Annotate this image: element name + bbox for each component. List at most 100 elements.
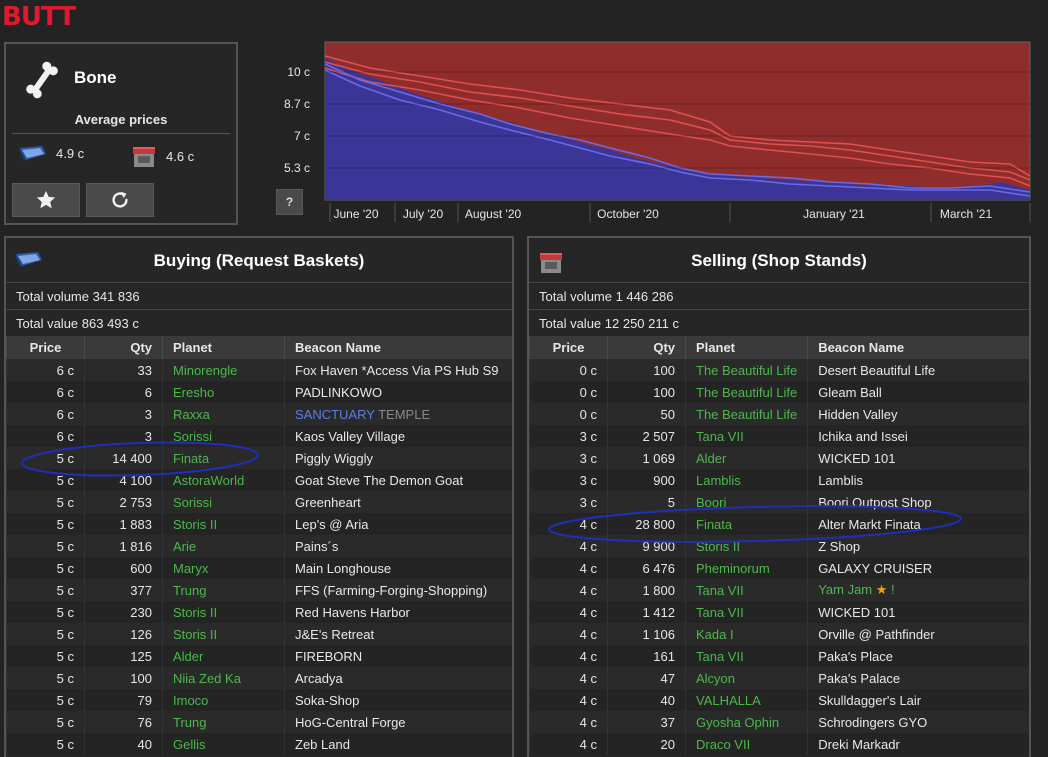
cell-planet[interactable]: Storis II (162, 513, 285, 535)
cell-beacon-name[interactable]: WICKED 101 (807, 447, 1029, 469)
cell-beacon-name[interactable]: Skulldagger's Lair (807, 689, 1029, 711)
cell-beacon-name[interactable]: Boori Outpost Shop (807, 491, 1029, 513)
cell-beacon-name[interactable]: Lamblis (807, 469, 1029, 491)
cell-beacon-name[interactable]: Arcadya (284, 667, 512, 689)
cell-planet[interactable]: Pheminorum (684, 557, 808, 579)
cell-planet[interactable]: Storis II (162, 623, 285, 645)
table-row[interactable]: 3 c 5 Boori Boori Outpost Shop (529, 491, 1029, 513)
table-row[interactable]: 6 c 33 Minorengle Fox Haven *Access Via PS … (6, 359, 512, 381)
table-row[interactable]: 5 c 14 400 Finata Piggly Wiggly (6, 447, 512, 469)
cell-beacon-name[interactable]: Dreki Markadr (807, 733, 1029, 755)
cell-beacon-name[interactable]: WICKED 101 (807, 601, 1029, 623)
table-row[interactable]: 5 c 377 Trung FFS (Farming-Forging-Shopping… (6, 579, 512, 601)
cell-beacon-name[interactable]: Yam Jam ★ ! (807, 579, 1029, 601)
table-row[interactable]: 4 c 28 800 Finata Alter Markt Finata (529, 513, 1029, 535)
table-row[interactable]: 5 c 125 Alder FIREBORN (6, 645, 512, 667)
cell-beacon-name[interactable]: PADLINKOWO (284, 381, 512, 403)
cell-planet[interactable]: Sorissi (162, 425, 285, 447)
chart-help-button[interactable]: ? (276, 189, 303, 215)
col-beacon-name[interactable]: Beacon Name (284, 336, 512, 359)
cell-beacon-name[interactable]: Soka-Shop (284, 689, 512, 711)
cell-beacon-name[interactable]: Lep's @ Aria (284, 513, 512, 535)
cell-planet[interactable]: Gellis (162, 733, 285, 755)
cell-beacon-name[interactable]: Desert Beautiful Life (807, 359, 1029, 381)
cell-planet[interactable]: Kada I (684, 623, 808, 645)
cell-planet[interactable]: Lamblis (684, 469, 808, 491)
table-row[interactable]: 5 c 79 Imoco Soka-Shop (6, 689, 512, 711)
cell-beacon-name[interactable]: Paka's Place (807, 645, 1029, 667)
cell-beacon-name[interactable]: Pains´s (284, 535, 512, 557)
cell-beacon-name[interactable]: Zeb Land (284, 733, 512, 755)
cell-planet[interactable]: The Beautiful Life (684, 359, 808, 381)
favorite-button[interactable] (12, 183, 80, 217)
refresh-button[interactable] (86, 183, 154, 217)
cell-planet[interactable]: Imoco (162, 689, 285, 711)
col-price[interactable]: Price (529, 336, 608, 359)
cell-planet[interactable]: Tana VII (684, 645, 808, 667)
col-planet[interactable]: Planet (162, 336, 285, 359)
cell-beacon-name[interactable]: FIREBORN (284, 645, 512, 667)
cell-planet[interactable]: Trung (162, 711, 285, 733)
table-row[interactable]: 0 c 100 The Beautiful Life Desert Beautiful… (529, 359, 1029, 381)
cell-beacon-name[interactable]: J&E's Retreat (284, 623, 512, 645)
cell-planet[interactable]: Draco VII (684, 733, 808, 755)
cell-beacon-name[interactable]: Gleam Ball (807, 381, 1029, 403)
cell-beacon-name[interactable]: Alter Markt Finata (807, 513, 1029, 535)
cell-planet[interactable]: Finata (684, 513, 808, 535)
cell-planet[interactable]: Alder (684, 447, 808, 469)
cell-planet[interactable]: Arie (162, 535, 285, 557)
cell-beacon-name[interactable]: Schrodingers GYO (807, 711, 1029, 733)
col-beacon-name[interactable]: Beacon Name (807, 336, 1029, 359)
cell-planet[interactable]: Tana VII (684, 601, 808, 623)
table-row[interactable]: 5 c 230 Storis II Red Havens Harbor (6, 601, 512, 623)
cell-beacon-name[interactable]: SANCTUARY TEMPLE (284, 403, 512, 425)
cell-planet[interactable]: The Beautiful Life (684, 403, 808, 425)
cell-beacon-name[interactable]: Orville @ Pathfinder (807, 623, 1029, 645)
cell-planet[interactable]: Boori (684, 491, 808, 513)
cell-planet[interactable]: Sorissi (162, 491, 285, 513)
cell-beacon-name[interactable]: Z Shop (807, 535, 1029, 557)
table-row[interactable]: 5 c 600 Maryx Main Longhouse (6, 557, 512, 579)
cell-planet[interactable]: Storis II (684, 535, 808, 557)
cell-beacon-name[interactable]: Piggly Wiggly (284, 447, 512, 469)
table-row[interactable]: 0 c 100 The Beautiful Life Gleam Ball (529, 381, 1029, 403)
cell-beacon-name[interactable]: Main Longhouse (284, 557, 512, 579)
cell-beacon-name[interactable]: Red Havens Harbor (284, 601, 512, 623)
cell-planet[interactable]: VALHALLA (684, 689, 808, 711)
cell-planet[interactable]: AstoraWorld (162, 469, 285, 491)
table-row[interactable]: 6 c 3 Raxxa SANCTUARY TEMPLE (6, 403, 512, 425)
cell-beacon-name[interactable]: Paka's Palace (807, 667, 1029, 689)
cell-planet[interactable]: Raxxa (162, 403, 285, 425)
cell-beacon-name[interactable]: Ichika and Issei (807, 425, 1029, 447)
col-qty[interactable]: Qty (607, 336, 686, 359)
table-row[interactable]: 5 c 76 Trung HoG-Central Forge (6, 711, 512, 733)
cell-planet[interactable]: Minorengle (162, 359, 285, 381)
cell-planet[interactable]: Alcyon (684, 667, 808, 689)
col-planet[interactable]: Planet (684, 336, 808, 359)
cell-beacon-name[interactable]: FFS (Farming-Forging-Shopping) (284, 579, 512, 601)
table-row[interactable]: 5 c 100 Niia Zed Ka Arcadya (6, 667, 512, 689)
cell-beacon-name[interactable]: Goat Steve The Demon Goat (284, 469, 512, 491)
cell-beacon-name[interactable]: Kaos Valley Village (284, 425, 512, 447)
table-row[interactable]: 5 c 126 Storis II J&E's Retreat (6, 623, 512, 645)
table-row[interactable]: 5 c 40 Gellis Zeb Land (6, 733, 512, 755)
cell-beacon-name[interactable]: GALAXY CRUISER (807, 557, 1029, 579)
table-row[interactable]: 4 c 20 Draco VII Dreki Markadr (529, 733, 1029, 755)
cell-planet[interactable]: Finata (162, 447, 285, 469)
cell-beacon-name[interactable]: Greenheart (284, 491, 512, 513)
cell-planet[interactable]: Tana VII (684, 425, 808, 447)
cell-planet[interactable]: Tana VII (684, 579, 808, 601)
cell-beacon-name[interactable]: Hidden Valley (807, 403, 1029, 425)
table-row[interactable]: 3 c 900 Lamblis Lamblis (529, 469, 1029, 491)
cell-planet[interactable]: The Beautiful Life (684, 381, 808, 403)
cell-beacon-name[interactable]: HoG-Central Forge (284, 711, 512, 733)
table-row[interactable]: 4 c 47 Alcyon Paka's Palace (529, 667, 1029, 689)
cell-planet[interactable]: Storis II (162, 601, 285, 623)
